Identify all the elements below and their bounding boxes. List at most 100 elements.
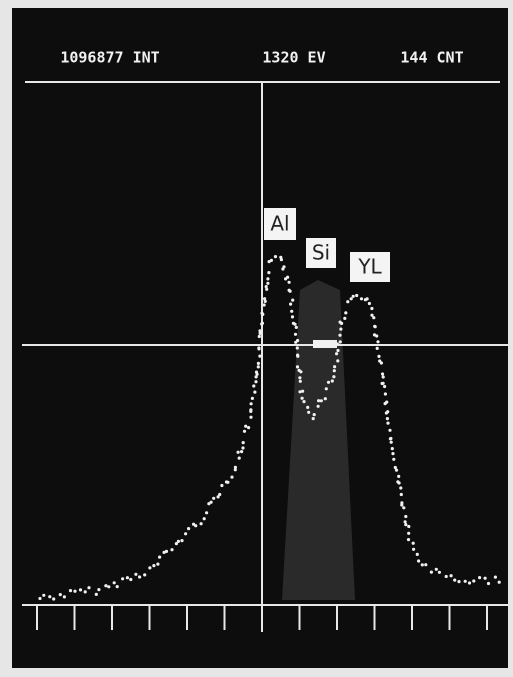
spectrum-dot <box>296 365 299 368</box>
spectrum-dot <box>121 577 124 580</box>
spectrum-dot <box>383 385 386 388</box>
spectrum-dot <box>260 312 263 315</box>
spectrum-dot <box>290 310 293 313</box>
roi-marker <box>313 340 337 348</box>
spectrum-dot <box>412 548 415 551</box>
spectrum-dot <box>450 574 453 577</box>
spectrum-dot <box>97 588 100 591</box>
spectrum-dot <box>385 401 388 404</box>
instrument-display: 1096877 INT 1320 EV 144 CNT Al Si YL <box>0 0 513 677</box>
spectrum-dot <box>257 346 260 349</box>
spectrum-dot <box>301 390 304 393</box>
spectrum-dot <box>258 329 261 332</box>
spectrum-dot <box>257 365 260 368</box>
spectrum-dot <box>286 276 289 279</box>
spectrum-dot <box>249 408 252 411</box>
spectrum-dot <box>241 446 244 449</box>
spectrum-dot <box>340 322 343 325</box>
spectrum-dot <box>134 573 137 576</box>
spectrum-dot <box>344 311 347 314</box>
spectrum-dot <box>104 584 107 587</box>
spectrum-dot <box>397 475 400 478</box>
spectrum-dot <box>339 340 342 343</box>
spectrum-dot <box>158 556 161 559</box>
spectrum-dot <box>226 481 229 484</box>
spectrum-dot <box>73 590 76 593</box>
spectrum-dot <box>325 387 328 390</box>
spectrum-dot <box>399 486 402 489</box>
spectrum-dot <box>254 380 257 383</box>
spectrum-dot <box>412 542 415 545</box>
spectrum-dot <box>331 379 334 382</box>
spectrum-dot <box>338 334 341 337</box>
spectrum-dot <box>265 288 268 291</box>
spectrum-dot <box>384 392 387 395</box>
spectrum-dot <box>391 452 394 455</box>
spectrum-dot <box>400 503 403 506</box>
spectrum-dot <box>152 564 155 567</box>
spectrum-dot <box>126 576 129 579</box>
spectrum-dot <box>264 300 267 303</box>
spectrum-dot <box>368 302 371 305</box>
spectrum-dot <box>301 397 304 400</box>
spectrum-dot <box>212 497 215 500</box>
spectrum-dot <box>116 585 119 588</box>
spectrum-dot <box>288 281 291 284</box>
integral-readout: 1096877 INT <box>60 49 159 67</box>
spectrum-dot <box>257 362 260 365</box>
spectrum-dot <box>400 493 403 496</box>
spectrum-dot <box>350 297 353 300</box>
spectrum-dot <box>307 411 310 414</box>
spectrum-dot <box>402 506 405 509</box>
spectrum-dot <box>270 259 273 262</box>
spectrum-dot <box>386 422 389 425</box>
spectrum-dot <box>291 315 294 318</box>
spectrum-dot <box>87 586 90 589</box>
spectrum-dot <box>203 517 206 520</box>
spectrum-dot <box>296 355 299 358</box>
spectrum-dot <box>252 384 255 387</box>
spectrum-dot <box>333 369 336 372</box>
spectrum-dot <box>261 322 264 325</box>
spectrum-dot <box>296 346 299 349</box>
spectrum-dot <box>381 372 384 375</box>
spectrum-dot <box>250 402 253 405</box>
peak-label-al: Al <box>264 208 296 240</box>
spectrum-dot <box>205 511 208 514</box>
spectrum-dot <box>346 300 349 303</box>
spectrum-dot <box>242 441 245 444</box>
spectrum-dot <box>417 559 420 562</box>
spectrum-dot <box>336 359 339 362</box>
spectrum-dot <box>366 297 369 300</box>
spectrum-dot <box>265 285 268 288</box>
spectrum-dot <box>336 349 339 352</box>
spectrum-dot <box>244 425 247 428</box>
spectrum-dot <box>360 297 363 300</box>
spectrum-dot <box>294 341 297 344</box>
spectrum-dot <box>386 417 389 420</box>
spectrum-dot <box>457 580 460 583</box>
spectrum-dot <box>143 573 146 576</box>
spectrum-dot <box>210 501 213 504</box>
spectrum-dot <box>243 430 246 433</box>
energy-readout: 1320 EV <box>262 49 325 67</box>
spectrum-dot <box>129 578 132 581</box>
spectrum-dot <box>376 347 379 350</box>
spectrum-dot <box>333 365 336 368</box>
spectrum-dot <box>375 334 378 337</box>
crt-screen <box>12 8 508 668</box>
peak-label: Al <box>270 212 289 236</box>
peak-label-yl: YL <box>350 252 390 282</box>
spectrum-dot <box>416 553 419 556</box>
spectrum-dot <box>184 532 187 535</box>
spectrum-dot <box>332 375 335 378</box>
spectrum-dot <box>69 589 72 592</box>
spectrum-dot <box>478 576 481 579</box>
spectrum-dot <box>295 326 298 329</box>
spectrum-dot <box>218 493 221 496</box>
spectrum-dot <box>113 581 116 584</box>
spectrum-dot <box>381 382 384 385</box>
spectrum-dot <box>148 566 151 569</box>
spectrum-dot <box>312 417 315 420</box>
spectrum-dot <box>234 466 237 469</box>
